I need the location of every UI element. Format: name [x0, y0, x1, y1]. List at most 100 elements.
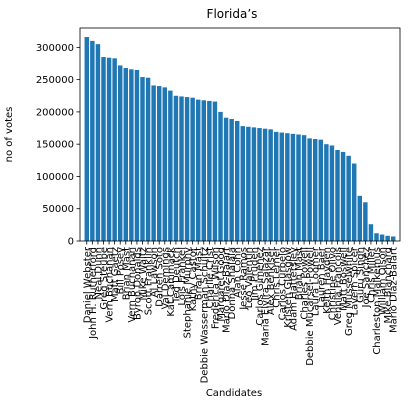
bar	[307, 138, 312, 241]
chart-title: Florida’s	[207, 7, 258, 21]
x-tick-label: John H. Rutherford	[88, 247, 99, 340]
bar	[273, 131, 279, 241]
y-tick-label: 200000	[36, 107, 74, 118]
x-tick-label: Charleston Malkemus	[372, 247, 383, 355]
bar	[363, 202, 368, 241]
x-tick-label: Vennia Francois	[333, 247, 344, 325]
bar	[262, 128, 268, 241]
bar	[84, 37, 90, 241]
bar	[195, 99, 201, 242]
bar	[301, 135, 307, 241]
bar	[374, 233, 379, 241]
bar	[251, 127, 257, 241]
x-tick-label: Lavern Spicer	[350, 246, 361, 315]
x-tick-label: Chris Lerner	[272, 246, 283, 308]
bar	[212, 101, 218, 241]
bars-group	[84, 37, 396, 242]
bar	[335, 149, 340, 241]
x-tick-label: Adam Hattersley	[288, 247, 299, 331]
bar	[346, 155, 351, 241]
bar	[296, 134, 301, 241]
bar	[351, 163, 357, 241]
y-axis-ticks: 0 50000 100000 150000 200000 250000 300000	[36, 43, 80, 248]
x-tick-label: Byron Donalds	[132, 247, 143, 320]
x-tick-label: Maria Elvira Salazar	[261, 246, 272, 346]
bar	[285, 133, 290, 241]
x-tick-label: Daniel Webster	[82, 246, 93, 323]
x-tick-label: Bill Posey	[116, 247, 127, 295]
bar	[201, 100, 207, 241]
x-tick-label: Vern Buchanan	[105, 247, 116, 323]
x-tick-label: William Olson	[378, 247, 389, 315]
x-tick-label: Debbie Mucarsel-Powell	[305, 247, 316, 366]
bar	[156, 86, 162, 241]
bar	[390, 236, 396, 241]
bar	[162, 87, 168, 241]
bar	[279, 132, 285, 241]
y-tick-label: 150000	[36, 140, 74, 151]
x-tick-label: Brian Mast	[121, 247, 132, 300]
bar	[123, 68, 129, 241]
x-tick-label: Leo Valentin	[244, 247, 255, 308]
x-tick-label: Lois Frankel	[177, 247, 188, 306]
x-tick-label: Guru Singh	[355, 247, 366, 303]
x-tick-label: Ted Deutch	[171, 247, 182, 304]
x-tick-label: Darren Soto	[155, 247, 166, 307]
y-tick-label: 100000	[36, 172, 74, 183]
bar	[229, 119, 234, 241]
x-tick-label: Matt Gaetz	[110, 247, 121, 302]
bar	[223, 117, 229, 241]
y-tick-label: 250000	[36, 75, 74, 86]
x-tick-label: Jesse Ramos	[238, 247, 249, 311]
bar	[101, 57, 106, 241]
bar	[207, 100, 212, 241]
bar	[268, 129, 273, 241]
bar	[290, 133, 296, 241]
x-tick-label: Val Demings	[160, 247, 171, 309]
x-tick-label: Alan Cohn	[233, 247, 244, 298]
x-tick-label: Margaret Good	[216, 247, 227, 322]
bar	[145, 77, 151, 241]
bar	[151, 85, 156, 241]
bar	[134, 69, 140, 241]
bar	[246, 126, 251, 241]
bar	[95, 44, 101, 241]
bar	[318, 139, 324, 241]
x-tick-label: Charlie Crist	[205, 247, 216, 309]
y-tick-label: 50000	[42, 204, 74, 215]
bar	[90, 40, 95, 242]
bar	[329, 145, 335, 241]
y-tick-label: 300000	[36, 43, 74, 54]
bar	[117, 65, 123, 241]
bar	[129, 69, 134, 242]
bar	[324, 144, 329, 241]
bar	[240, 126, 246, 241]
x-tick-label: Scott Franklin	[144, 247, 155, 315]
x-tick-label: Mario Diaz-Balart	[389, 247, 400, 333]
bar	[357, 195, 363, 241]
bar	[385, 235, 390, 241]
plot-frame	[79, 27, 401, 242]
x-tick-label: Mario Diaz-Balart	[222, 247, 233, 333]
bar	[379, 234, 385, 241]
bar	[112, 58, 117, 241]
x-tick-label: Neal Dunn	[93, 247, 104, 299]
x-tick-label: Mike Waltz	[138, 247, 149, 301]
bar	[184, 97, 190, 242]
x-tick-label: Brian Mast	[194, 247, 205, 300]
x-tick-label: Kathy Castor	[188, 246, 199, 311]
x-tick-label: Laura Loomer	[311, 246, 322, 316]
x-tick-label: Christine Olivo	[327, 247, 338, 320]
x-axis-label: Candidates	[206, 388, 262, 399]
x-tick-label: Kat Cammack	[166, 247, 177, 317]
bar	[234, 120, 240, 241]
x-tick-label: Matt Boswell	[339, 247, 350, 311]
bar	[190, 97, 195, 241]
x-tick-label: Stephanie Murphy	[183, 247, 194, 338]
bar	[312, 139, 318, 241]
x-tick-label: Debbie Wasserman Schultz	[199, 247, 210, 383]
x-tick-label: Carlos Curbelo	[277, 247, 288, 320]
x-tick-label: Carlos Gimenez	[255, 247, 266, 326]
